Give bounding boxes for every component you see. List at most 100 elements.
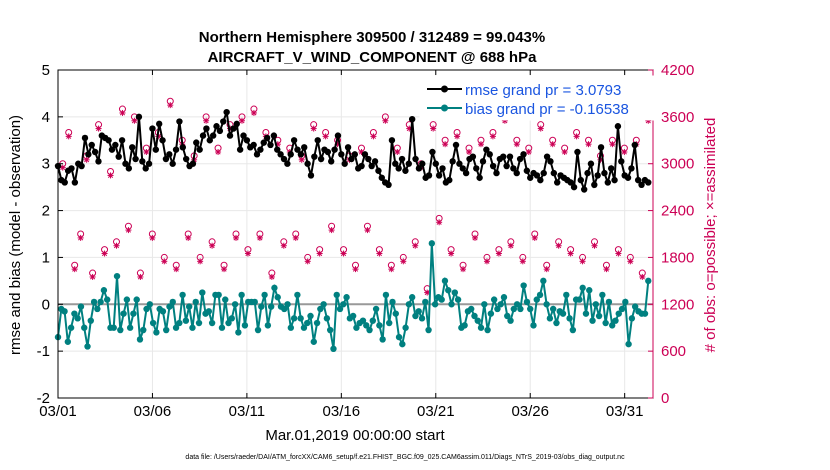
bias-point bbox=[415, 308, 422, 315]
obs-assimilated-marker bbox=[621, 149, 628, 155]
rmse-point bbox=[523, 167, 531, 174]
obs-assimilated-marker bbox=[125, 227, 132, 234]
bias-point bbox=[494, 305, 501, 313]
bias-point bbox=[474, 317, 481, 324]
y-left-tick-label: 5 bbox=[42, 62, 50, 79]
y-right-tick-label: 1800 bbox=[661, 249, 694, 266]
bias-point bbox=[300, 324, 308, 331]
obs-assimilated-marker bbox=[430, 125, 437, 132]
obs-assimilated-marker bbox=[83, 156, 90, 163]
bias-point bbox=[100, 287, 108, 294]
bias-point bbox=[425, 326, 432, 334]
obs-assimilated-marker bbox=[394, 149, 401, 155]
y-right-tick-label: 3000 bbox=[661, 156, 694, 173]
rmse-point bbox=[324, 148, 332, 156]
rmse-point bbox=[365, 155, 372, 163]
rmse-point bbox=[618, 158, 625, 165]
rmse-point bbox=[172, 146, 180, 153]
bias-point bbox=[254, 326, 262, 334]
bias-point bbox=[261, 291, 268, 299]
obs-assimilated-marker bbox=[328, 227, 335, 234]
rmse-point bbox=[594, 172, 601, 179]
rmse-point bbox=[645, 179, 652, 186]
rmse-point bbox=[415, 165, 423, 172]
x-axis: 03/01 03/06 03/11 03/16 03/21 03/26 03/31 bbox=[39, 70, 643, 420]
rmse-point bbox=[452, 141, 460, 149]
rmse-point bbox=[503, 162, 510, 170]
bias-point bbox=[143, 305, 150, 313]
obs-assimilated-marker bbox=[95, 125, 102, 132]
bias-point bbox=[405, 301, 413, 308]
obs-assimilated-marker bbox=[268, 273, 275, 280]
legend-rmse-marker bbox=[441, 85, 448, 93]
bias-point bbox=[195, 319, 203, 327]
obs-assimilated-marker bbox=[316, 250, 323, 257]
obs-assimilated-marker bbox=[627, 258, 634, 265]
rmse-point bbox=[584, 169, 591, 177]
bias-point bbox=[172, 324, 180, 331]
rmse-point bbox=[483, 146, 490, 153]
y-right-tick-label: 4200 bbox=[661, 62, 694, 79]
rmse-point bbox=[432, 160, 439, 167]
bias-point bbox=[386, 319, 393, 327]
rmse-point bbox=[132, 155, 139, 163]
y-axis-left-label: rmse and bias (model - observation) bbox=[7, 115, 24, 355]
rmse-point bbox=[348, 155, 355, 163]
rmse-point bbox=[274, 146, 281, 153]
obs-assimilated-marker bbox=[119, 109, 126, 116]
rmse-point bbox=[624, 174, 632, 181]
bias-point bbox=[540, 277, 547, 285]
bias-point bbox=[527, 305, 534, 313]
obs-assimilated-marker bbox=[382, 117, 389, 124]
bias-point bbox=[90, 298, 98, 306]
rmse-point bbox=[405, 160, 412, 167]
bias-point bbox=[84, 343, 91, 350]
bias-point bbox=[382, 291, 390, 299]
bias-point bbox=[149, 319, 157, 327]
rmse-point bbox=[334, 132, 342, 139]
x-tick-label: 03/21 bbox=[417, 403, 455, 420]
obs-assimilated-marker bbox=[89, 273, 96, 280]
rmse-point bbox=[213, 123, 220, 130]
bias-point bbox=[431, 301, 439, 308]
bias-point bbox=[326, 326, 334, 334]
chart-title-line2: AIRCRAFT_V_WIND_COMPONENT @ 688 hPa bbox=[208, 49, 538, 66]
bias-point bbox=[330, 345, 337, 352]
obs-assimilated-marker bbox=[244, 250, 251, 257]
rmse-point bbox=[358, 162, 365, 170]
rmse-point bbox=[435, 172, 443, 179]
x-tick-label: 03/06 bbox=[134, 403, 172, 420]
rmse-point bbox=[628, 165, 635, 172]
rmse-point bbox=[216, 127, 224, 135]
obs-assimilated-marker bbox=[525, 149, 532, 155]
bias-point bbox=[467, 305, 475, 313]
bias-point bbox=[507, 317, 514, 324]
rmse-point bbox=[152, 146, 160, 153]
x-tick-label: 03/11 bbox=[229, 403, 265, 420]
rmse-point bbox=[125, 165, 133, 172]
obs-count-markers bbox=[59, 97, 652, 296]
bias-point bbox=[389, 298, 396, 306]
rmse-point bbox=[344, 144, 352, 151]
bias-point bbox=[61, 308, 68, 315]
x-tick-label: 03/31 bbox=[606, 403, 644, 420]
obs-assimilated-marker bbox=[340, 250, 347, 257]
rmse-point bbox=[85, 151, 92, 158]
bias-point bbox=[67, 324, 75, 331]
obs-assimilated-marker bbox=[460, 266, 467, 273]
obs-assimilated-marker bbox=[609, 141, 616, 148]
bias-point bbox=[231, 301, 239, 308]
bias-point bbox=[179, 291, 186, 299]
bias-point bbox=[641, 310, 649, 317]
rmse-point bbox=[142, 165, 149, 172]
rmse-point bbox=[587, 160, 595, 167]
rmse-point bbox=[233, 120, 240, 128]
bias-point bbox=[130, 310, 137, 317]
bias-point bbox=[376, 322, 383, 329]
rmse-point bbox=[78, 162, 85, 170]
obs-assimilated-marker bbox=[591, 242, 598, 249]
rmse-point bbox=[199, 132, 207, 139]
bias-point bbox=[343, 294, 350, 301]
y-right-tick-label: 2400 bbox=[661, 203, 694, 220]
